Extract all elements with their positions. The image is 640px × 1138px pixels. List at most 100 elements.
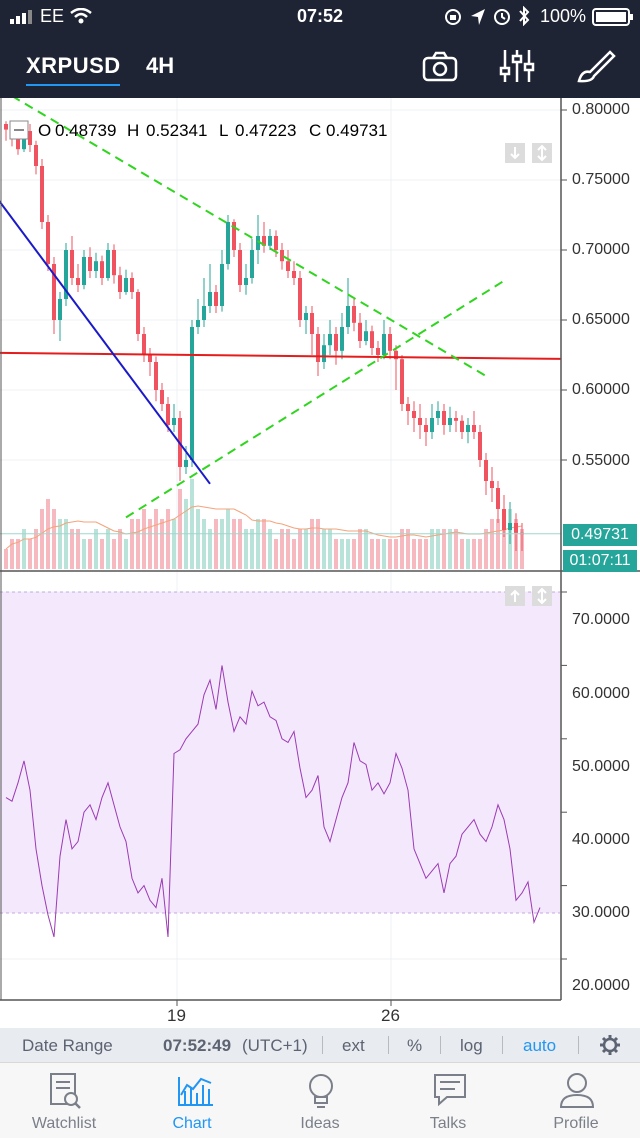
- volume-bar: [436, 529, 440, 569]
- rsi-axis-label: 20.0000: [572, 977, 630, 994]
- alarm-icon: [494, 9, 510, 25]
- volume-bar: [82, 539, 86, 569]
- volume-bar: [244, 529, 248, 569]
- arrow-up-icon: [510, 589, 520, 602]
- indicators-icon[interactable]: [497, 48, 537, 84]
- volume-bar: [496, 519, 500, 569]
- candle-body: [490, 481, 494, 488]
- candle-body: [130, 278, 134, 292]
- auto-scale-toggle[interactable]: auto: [523, 1036, 557, 1055]
- candle-body: [370, 331, 374, 348]
- divider: [502, 1036, 503, 1054]
- candle-body: [364, 331, 368, 341]
- timezone-button[interactable]: (UTC+1): [242, 1036, 308, 1055]
- candle-body: [34, 145, 38, 166]
- high-value: 0.52341: [146, 121, 208, 140]
- rsi-pane-scroll-up-button[interactable]: [505, 586, 525, 606]
- candle-body: [154, 362, 158, 390]
- candle-body: [442, 411, 446, 425]
- tab-label: Watchlist: [31, 1115, 97, 1132]
- volume-bar: [346, 539, 350, 569]
- symbol-selector[interactable]: XRPUSD: [26, 53, 121, 78]
- volume-bar: [100, 539, 104, 569]
- volume-bar: [394, 539, 398, 569]
- expand-vertical-icon: [537, 144, 547, 162]
- candle-body: [82, 257, 86, 285]
- interval-selector[interactable]: 4H: [146, 53, 175, 78]
- arrow-down-icon: [510, 147, 520, 160]
- main-pane-scroll-down-button[interactable]: [505, 143, 525, 163]
- volume-bar: [418, 539, 422, 569]
- candle-body: [106, 250, 110, 278]
- open-value: 0.48739: [55, 121, 117, 140]
- price-axis-label: 0.75000: [572, 171, 630, 188]
- percent-scale-toggle[interactable]: %: [407, 1036, 423, 1055]
- close-label: C: [309, 121, 322, 140]
- tab-watchlist[interactable]: Watchlist: [0, 1063, 128, 1138]
- drawing-tools-icon[interactable]: [576, 48, 616, 84]
- collapse-legend-icon[interactable]: [9, 120, 29, 140]
- candle-body: [436, 411, 440, 418]
- candle-body: [340, 327, 344, 351]
- tab-profile[interactable]: Profile: [512, 1063, 640, 1138]
- volume-bar: [10, 539, 14, 569]
- profile-icon: [559, 1073, 595, 1108]
- bar-countdown-tag: 01:07:11: [563, 550, 637, 572]
- watchlist-icon: [50, 1073, 81, 1109]
- volume-bar: [502, 519, 506, 569]
- volume-bar: [40, 509, 44, 569]
- candle-body: [448, 418, 452, 425]
- volume-bar: [214, 519, 218, 569]
- tab-ideas[interactable]: Ideas: [256, 1063, 384, 1138]
- status-bar: EE 07:52 100%: [0, 0, 640, 34]
- candle-body: [100, 261, 104, 278]
- candle-body: [244, 278, 248, 285]
- candle-body: [220, 264, 224, 306]
- candle-body: [298, 278, 302, 320]
- tab-talks[interactable]: Talks: [384, 1063, 512, 1138]
- gear-icon[interactable]: [599, 1034, 621, 1056]
- tab-label: Ideas: [300, 1115, 340, 1132]
- date-range-bar: Date Range 07:52:49 (UTC+1) ext % log au…: [0, 1028, 640, 1062]
- camera-icon[interactable]: [420, 48, 460, 84]
- candle-body: [514, 523, 518, 533]
- candle-body: [94, 261, 98, 271]
- volume-bar: [490, 519, 494, 569]
- candle-body: [112, 250, 116, 276]
- volume-bar: [370, 539, 374, 569]
- volume-bar: [322, 529, 326, 569]
- volume-bar: [334, 539, 338, 569]
- log-scale-toggle[interactable]: log: [460, 1036, 483, 1055]
- volume-bar: [136, 519, 140, 569]
- chat-icon: [434, 1074, 466, 1107]
- server-time: 07:52:49: [163, 1036, 232, 1055]
- price-chart[interactable]: [0, 98, 640, 1028]
- volume-bar: [412, 539, 416, 569]
- volume-bar: [112, 539, 116, 569]
- candle-body: [406, 404, 410, 411]
- volume-bar: [238, 519, 242, 569]
- candle-body: [208, 292, 212, 306]
- extended-hours-toggle[interactable]: ext: [342, 1036, 365, 1055]
- volume-bar: [70, 529, 74, 569]
- candle-body: [358, 322, 362, 341]
- volume-bar: [250, 529, 254, 569]
- low-label: L: [219, 121, 229, 140]
- tab-label: Chart: [172, 1115, 212, 1132]
- candle-body: [328, 334, 332, 346]
- volume-bar: [400, 529, 404, 569]
- rsi-pane-expand-button[interactable]: [532, 586, 552, 606]
- candle-body: [124, 278, 128, 292]
- volume-bar: [64, 519, 68, 569]
- main-pane-expand-button[interactable]: [532, 143, 552, 163]
- candle-body: [496, 488, 500, 509]
- tab-chart[interactable]: Chart: [128, 1063, 256, 1138]
- date-range-button[interactable]: Date Range: [22, 1036, 113, 1055]
- symbol-underline: [26, 84, 120, 86]
- volume-bar: [226, 509, 230, 569]
- volume-bar: [382, 539, 386, 569]
- rsi-axis-label: 30.0000: [572, 904, 630, 921]
- candle-body: [292, 271, 296, 278]
- volume-bar: [16, 539, 20, 569]
- bluetooth-icon: [519, 6, 530, 26]
